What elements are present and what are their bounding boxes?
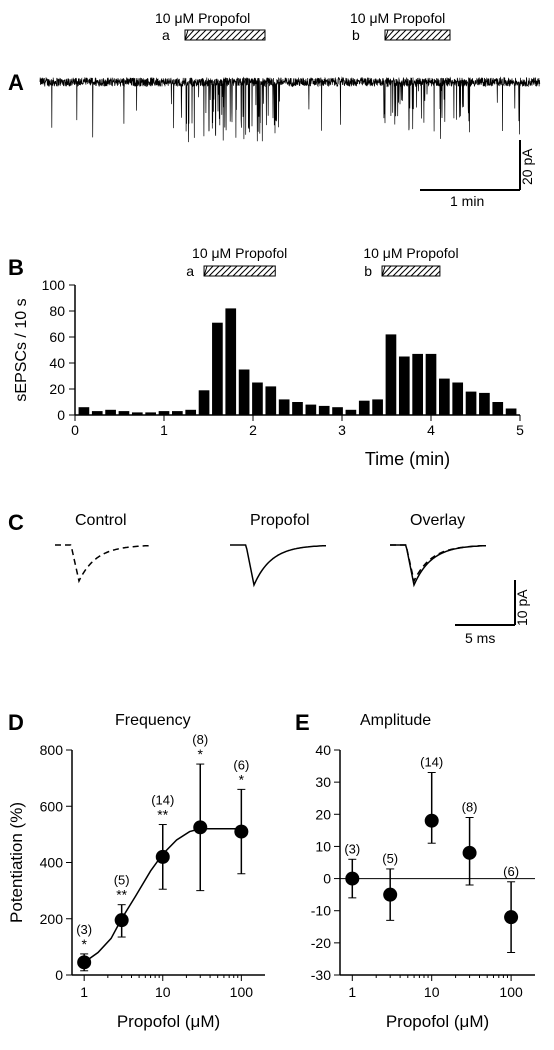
svg-text:10: 10 [424,984,440,1000]
svg-text:*: * [81,936,87,952]
svg-text:(8): (8) [192,732,208,747]
svg-text:60: 60 [49,329,65,345]
svg-text:20 pA: 20 pA [519,148,535,185]
svg-text:10 pA: 10 pA [514,589,530,626]
svg-text:Propofol (μM): Propofol (μM) [117,1012,220,1031]
svg-text:sEPSCs / 10 s: sEPSCs / 10 s [13,298,30,401]
svg-text:a: a [186,263,194,279]
svg-text:(3): (3) [344,841,360,856]
svg-text:10: 10 [155,984,171,1000]
panel-a-figure: 1 min 20 pA [0,20,554,220]
svg-text:(3): (3) [76,922,92,937]
svg-text:1: 1 [160,422,168,438]
panel-c-figure: Control Propofol Overlay 5 ms 10 pA [0,505,554,685]
svg-text:40: 40 [49,355,65,371]
svg-text:Time (min): Time (min) [365,449,450,469]
svg-text:**: ** [116,887,127,903]
svg-text:Control: Control [75,512,127,529]
panel-d-chart: 0200400600800110100(3)*(5)**(14)**(8)*(6… [0,705,290,1045]
svg-text:0: 0 [71,422,79,438]
svg-text:Potentiation (%): Potentiation (%) [7,802,26,923]
svg-text:0: 0 [57,407,65,423]
svg-text:b: b [364,263,372,279]
svg-text:0: 0 [55,967,63,983]
svg-text:200: 200 [40,911,64,927]
svg-text:-10: -10 [311,903,331,919]
svg-text:2: 2 [249,422,257,438]
svg-text:1: 1 [348,984,356,1000]
svg-text:800: 800 [40,742,64,758]
svg-text:1 min: 1 min [450,193,484,209]
panel-b-chart: 0 20 40 60 80 100 0 1 2 3 4 5 sEPSCs / 10 s Time (min… [0,240,554,480]
svg-text:100: 100 [42,277,66,293]
svg-text:100: 100 [230,984,254,1000]
svg-text:1: 1 [80,984,88,1000]
svg-text:10: 10 [315,838,331,854]
svg-text:Propofol: Propofol [250,512,310,529]
svg-text:20: 20 [49,381,65,397]
svg-text:(14): (14) [151,793,174,808]
svg-text:100: 100 [499,984,523,1000]
svg-text:(6): (6) [233,757,249,772]
svg-text:0: 0 [323,871,331,887]
svg-text:(5): (5) [114,873,130,888]
svg-text:5: 5 [516,422,524,438]
svg-text:Propofol (μM): Propofol (μM) [386,1012,489,1031]
svg-text:400: 400 [40,855,64,871]
svg-text:20: 20 [315,806,331,822]
svg-text:-30: -30 [311,967,331,983]
panel-e-chart: -30 -20 -10 0 10 20 30 40 1 10 100 (3) (5) (14) (8) (6)… [290,705,554,1045]
svg-text:(8): (8) [462,800,478,815]
svg-text:80: 80 [49,303,65,319]
svg-text:4: 4 [427,422,435,438]
svg-text:10 μM Propofol: 10 μM Propofol [363,245,458,261]
svg-text:40: 40 [315,742,331,758]
svg-text:5 ms: 5 ms [465,630,495,646]
svg-text:(6): (6) [503,864,519,879]
svg-text:-20: -20 [311,935,331,951]
svg-text:3: 3 [338,422,346,438]
svg-text:Frequency: Frequency [115,712,191,729]
svg-text:600: 600 [40,798,64,814]
svg-text:Overlay: Overlay [410,512,465,529]
svg-text:(5): (5) [382,851,398,866]
svg-text:*: * [239,771,245,787]
svg-text:30: 30 [315,774,331,790]
svg-text:(14): (14) [420,755,443,770]
svg-text:*: * [198,746,204,762]
svg-text:10 μM Propofol: 10 μM Propofol [192,245,287,261]
svg-text:Amplitude: Amplitude [360,712,431,729]
svg-text:**: ** [157,807,168,823]
